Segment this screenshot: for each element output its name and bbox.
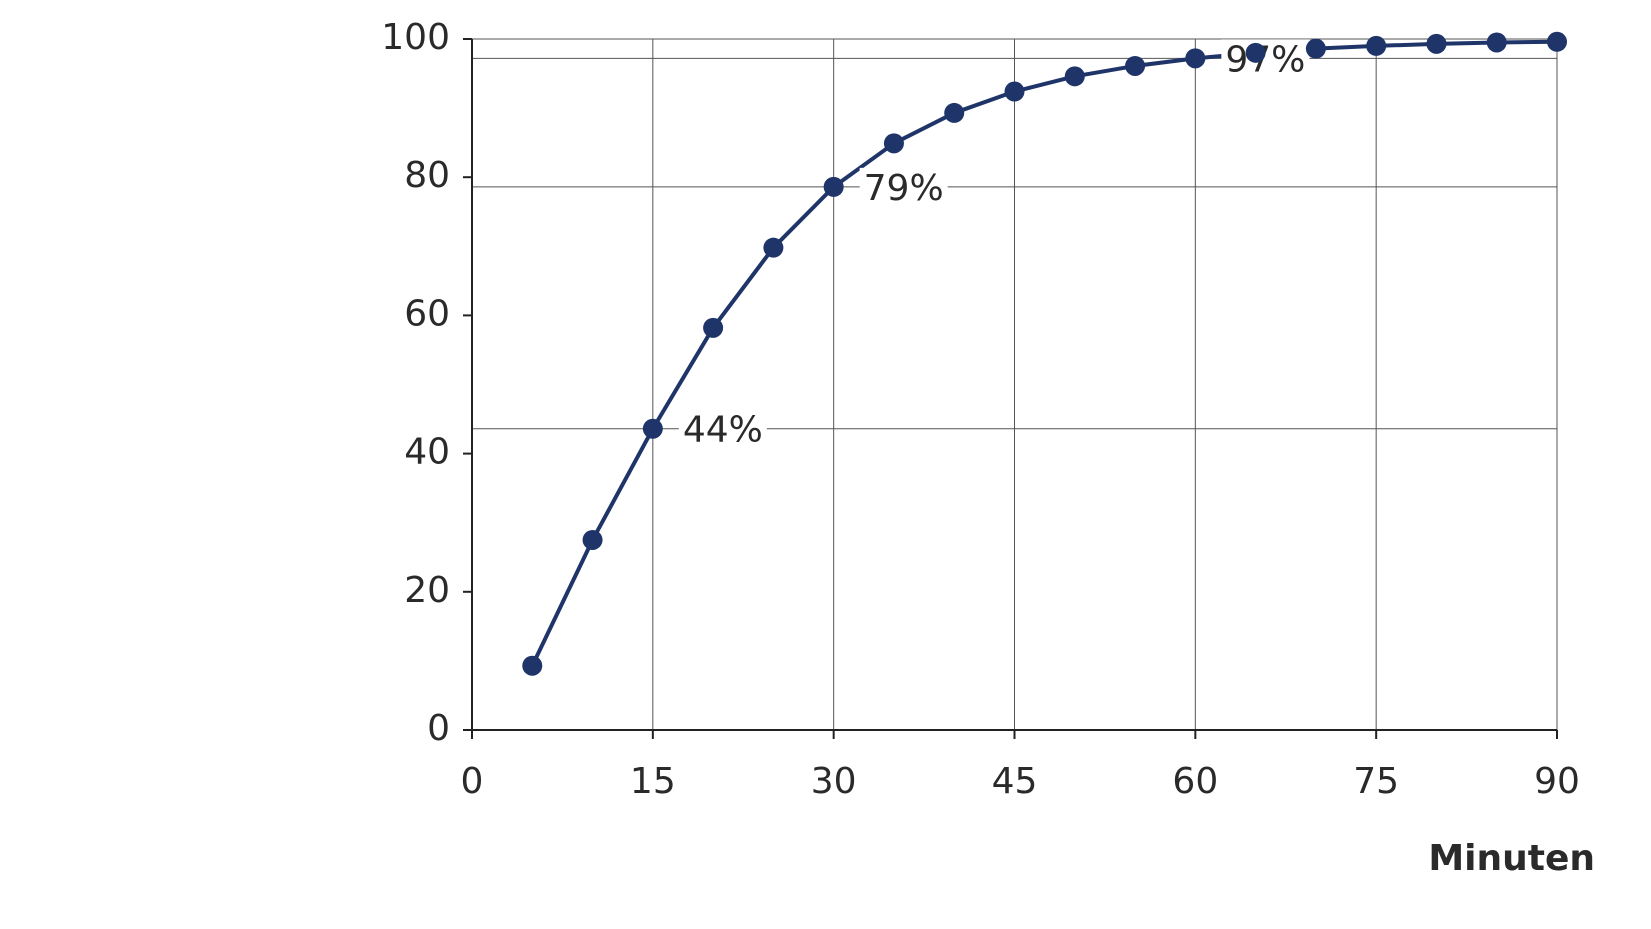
marker xyxy=(763,237,784,258)
marker xyxy=(522,655,543,676)
label-background xyxy=(1221,39,1310,81)
data-label: 97% xyxy=(1225,39,1305,80)
marker xyxy=(1125,55,1146,76)
line xyxy=(530,39,1558,667)
marker xyxy=(1245,42,1266,63)
y-tick-label: 20 xyxy=(404,570,450,611)
marker xyxy=(883,133,904,154)
x-tick-label: 90 xyxy=(1534,761,1580,802)
marker xyxy=(944,102,965,123)
marker xyxy=(1185,48,1206,69)
marker xyxy=(1366,35,1387,56)
x-tick-label: 75 xyxy=(1353,761,1399,802)
x-tick-label: 30 xyxy=(811,761,857,802)
y-tick-label: 0 xyxy=(427,708,450,749)
y-tick-label: 100 xyxy=(381,17,450,58)
x-tick-label: 0 xyxy=(461,761,484,802)
marker xyxy=(703,317,724,338)
x-tick-label: 60 xyxy=(1172,761,1218,802)
label-background xyxy=(859,167,948,209)
grid xyxy=(471,39,1558,730)
x-tick-label: 15 xyxy=(630,761,676,802)
marker xyxy=(642,418,663,439)
label-background xyxy=(678,409,767,451)
data-label: 44% xyxy=(683,410,763,451)
marker xyxy=(1426,33,1447,54)
marker xyxy=(1486,32,1507,53)
x-axis-label: Minuten xyxy=(1428,838,1595,879)
x-tick-label: 45 xyxy=(992,761,1038,802)
y-tick-label: 40 xyxy=(404,432,450,473)
marker xyxy=(1547,31,1567,52)
y-tick-label: 80 xyxy=(404,155,450,196)
y-tick-label: 60 xyxy=(404,293,450,334)
marker xyxy=(582,529,603,550)
data-label: 79% xyxy=(864,168,944,209)
marker xyxy=(1064,66,1085,87)
marker xyxy=(823,176,844,197)
marker xyxy=(1004,81,1025,102)
marker xyxy=(1305,38,1326,59)
